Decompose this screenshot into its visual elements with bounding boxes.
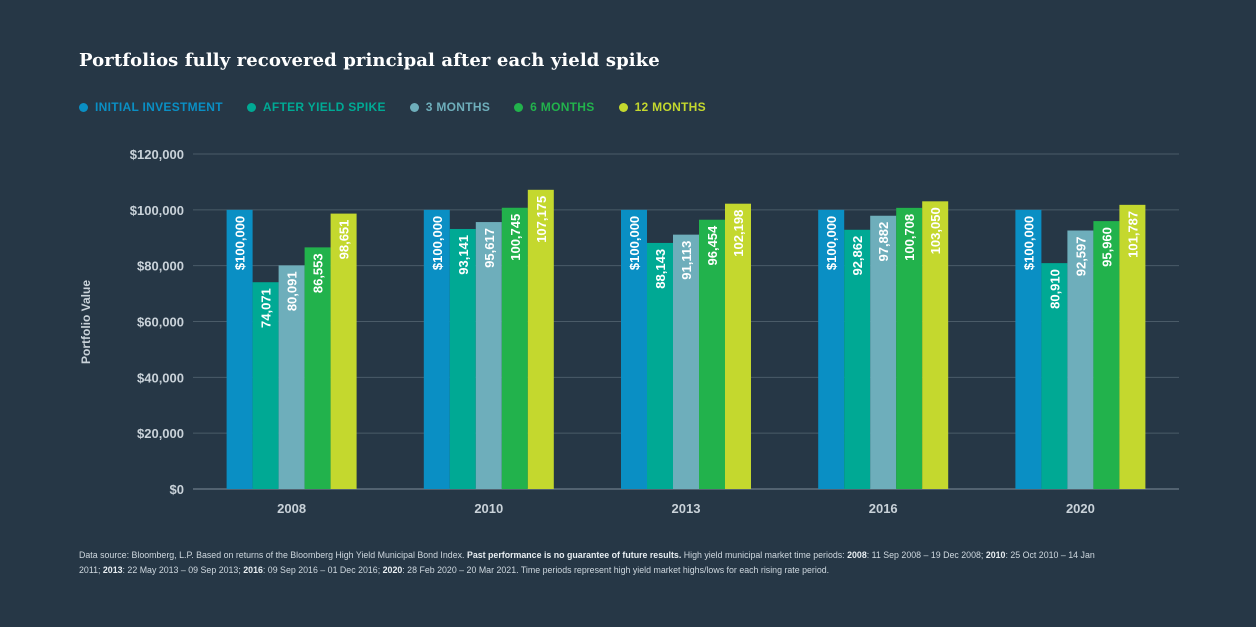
legend-label: AFTER YIELD SPIKE bbox=[262, 100, 386, 114]
footnote-disclaimer: Past performance is no guarantee of futu… bbox=[466, 550, 682, 561]
bar-2010-12-months bbox=[527, 189, 554, 489]
x-tick-label: 2013 bbox=[672, 501, 701, 516]
bars: $100,000 74,071 80,091 86,553 98,651 $100,000… bbox=[226, 189, 1146, 490]
legend-label: INITIAL INVESTMENT bbox=[95, 100, 223, 114]
bar-2016-3-months bbox=[870, 215, 897, 489]
bar-2010-6-months bbox=[501, 207, 528, 489]
y-tick-label: $60,000 bbox=[137, 315, 184, 330]
footnote-dates-2020: : 28 Feb 2020 – 20 Mar 2021. Time period… bbox=[402, 565, 830, 576]
legend-label: 12 MONTHS bbox=[634, 100, 706, 114]
bar-2008-initial-investment bbox=[226, 209, 253, 490]
bar-data-label: $100,000 bbox=[430, 216, 445, 270]
bar-2013-initial-investment bbox=[621, 209, 647, 490]
bar-data-label: 91,113 bbox=[679, 241, 694, 280]
bar-data-label: 92,862 bbox=[850, 236, 865, 276]
legend-item-3-months: 3 MONTHS bbox=[409, 100, 491, 114]
bar-data-label: 80,091 bbox=[285, 271, 300, 311]
legend-item-initial-investment: INITIAL INVESTMENT bbox=[79, 100, 223, 114]
bar-data-label: 102,198 bbox=[731, 210, 746, 257]
bar-2020-after-yield-spike bbox=[1041, 263, 1068, 489]
bar-data-label: 100,708 bbox=[902, 214, 917, 261]
bar-2008-12-months bbox=[330, 213, 357, 489]
footnote-dates-2010: : 25 Oct 2010 – 14 Jan 2011; bbox=[79, 550, 1095, 576]
bar-2016-after-yield-spike bbox=[844, 229, 871, 489]
y-tick-label: $80,000 bbox=[137, 259, 184, 274]
legend-item-12-months: 12 MONTHS bbox=[618, 100, 706, 114]
x-tick-label: 2008 bbox=[277, 501, 306, 516]
legend-dot-icon bbox=[618, 102, 628, 112]
bar-data-label: 107,175 bbox=[534, 196, 549, 243]
y-tick-label: $40,000 bbox=[137, 370, 184, 385]
footnote-dates-2013: : 22 May 2013 – 09 Sep 2013; bbox=[122, 565, 244, 576]
y-tick-label: $100,000 bbox=[130, 203, 184, 218]
bar-2013-6-months bbox=[699, 219, 725, 489]
bar-2020-12-months bbox=[1119, 204, 1146, 490]
bar-2020-3-months bbox=[1067, 230, 1094, 489]
x-tick-label: 2010 bbox=[474, 501, 503, 516]
y-tick-label: $120,000 bbox=[130, 147, 184, 162]
bar-2010-after-yield-spike bbox=[449, 228, 476, 489]
bar-data-label: $100,000 bbox=[1021, 216, 1036, 270]
bar-data-label: 95,617 bbox=[482, 228, 497, 268]
y-axis-label: Portfolio Value bbox=[79, 280, 93, 364]
x-tick-label: 2020 bbox=[1066, 501, 1095, 516]
bar-data-label: 97,882 bbox=[876, 222, 891, 262]
bar-2020-initial-investment bbox=[1015, 209, 1042, 490]
footnote-dates-2008: : 11 Sep 2008 – 19 Dec 2008; bbox=[866, 550, 986, 561]
bar-2013-12-months bbox=[725, 203, 751, 489]
bar-2020-6-months bbox=[1093, 221, 1120, 489]
legend-dot-icon bbox=[79, 102, 88, 112]
bar-data-label: 92,597 bbox=[1073, 237, 1088, 277]
y-axis-ticks: $0 $20,000 $40,000 $60,000 $80,000 $100,000 $1… bbox=[130, 147, 184, 497]
legend-label: 6 MONTHS bbox=[530, 100, 595, 114]
footnote-year-2008: 2008 bbox=[847, 550, 867, 561]
bar-data-label: $100,000 bbox=[233, 216, 248, 270]
footnote-year-2010: 2010 bbox=[985, 550, 1006, 561]
legend-item-after-yield-spike: AFTER YIELD SPIKE bbox=[246, 100, 386, 114]
bar-2016-initial-investment bbox=[818, 209, 845, 490]
y-tick-label: $20,000 bbox=[137, 426, 184, 441]
bar-data-label: 86,553 bbox=[311, 253, 326, 293]
legend-dot-icon bbox=[514, 102, 524, 112]
bar-2008-after-yield-spike bbox=[252, 282, 279, 489]
x-axis-ticks: 2008 2010 2013 2016 2020 bbox=[277, 501, 1095, 516]
bar-data-label: $100,000 bbox=[627, 216, 642, 270]
legend: INITIAL INVESTMENT AFTER YIELD SPIKE 3 M… bbox=[79, 100, 730, 114]
bar-data-label: 80,910 bbox=[1047, 269, 1062, 309]
bar-2010-initial-investment bbox=[423, 209, 450, 490]
legend-dot-icon bbox=[409, 102, 419, 112]
bar-2010-3-months bbox=[475, 222, 502, 489]
bar-2008-6-months bbox=[304, 247, 331, 489]
bar-2016-6-months bbox=[896, 207, 923, 490]
bar-data-label: 103,050 bbox=[928, 207, 943, 254]
legend-item-6-months: 6 MONTHS bbox=[514, 100, 594, 114]
x-tick-label: 2016 bbox=[869, 501, 898, 516]
footnote-year-2020: 2020 bbox=[382, 565, 403, 576]
chart-title: Portfolios fully recovered principal aft… bbox=[79, 50, 660, 71]
y-tick-label: $0 bbox=[170, 482, 184, 497]
legend-label: 3 MONTHS bbox=[425, 100, 491, 114]
bar-data-label: 93,141 bbox=[456, 235, 471, 275]
bar-2016-12-months bbox=[922, 201, 949, 489]
legend-dot-icon bbox=[246, 102, 256, 112]
bar-data-label: 95,960 bbox=[1099, 227, 1114, 267]
footnote-source: Data source: Bloomberg, L.P. Based on re… bbox=[79, 550, 467, 561]
bar-data-label: 101,787 bbox=[1125, 211, 1140, 258]
bar-data-label: 100,745 bbox=[508, 214, 523, 261]
bar-data-label: 98,651 bbox=[337, 220, 352, 260]
bar-2008-3-months bbox=[278, 265, 305, 489]
bar-2013-after-yield-spike bbox=[647, 242, 673, 489]
bar-data-label: $100,000 bbox=[824, 216, 839, 270]
footnote-year-2016: 2016 bbox=[243, 565, 263, 576]
bar-2013-3-months bbox=[673, 234, 699, 489]
footnote-periods-intro: High yield municipal market time periods… bbox=[681, 550, 848, 561]
bar-data-label: 96,454 bbox=[705, 225, 720, 266]
footnote-year-2013: 2013 bbox=[102, 565, 123, 576]
bar-data-label: 74,071 bbox=[259, 288, 274, 328]
bar-data-label: 88,143 bbox=[653, 249, 668, 289]
footnote: Data source: Bloomberg, L.P. Based on re… bbox=[79, 548, 1100, 578]
footnote-dates-2016: : 09 Sep 2016 – 01 Dec 2016; bbox=[262, 565, 383, 576]
